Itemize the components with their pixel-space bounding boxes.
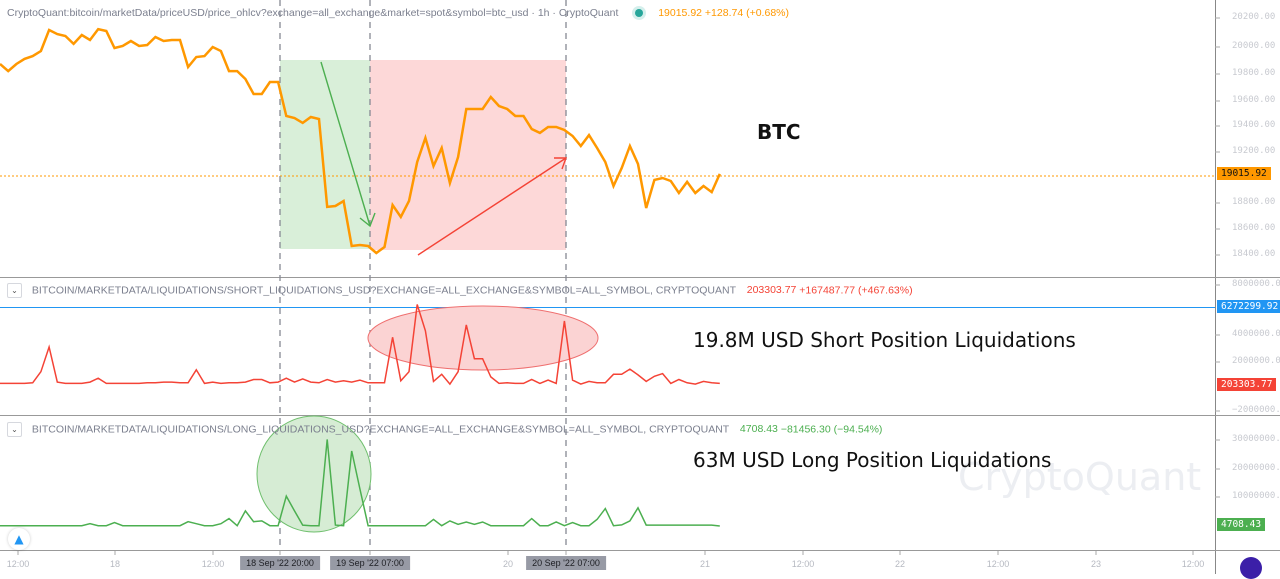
y-tick-label: 18800.00 [1232,197,1275,207]
main-change-pct: (+0.68%) [746,7,789,19]
long-last-tag: 4708.43 [1217,518,1265,531]
y-tick-label: −2000000.00 [1232,405,1280,415]
btc-label: BTC [757,120,801,144]
price-last-tag: 19015.92 [1217,167,1271,180]
crosshair-value-tag: 6272299.92 [1217,300,1280,313]
short-legend: ⌄ BITCOIN/MARKETDATA/LIQUIDATIONS/SHORT_… [7,283,913,298]
short-last-value: 203303.77 [747,284,797,296]
main-legend: CryptoQuant:bitcoin/marketData/priceUSD/… [7,7,789,19]
short-change-pct: (+467.63%) [858,284,913,296]
x-tick-label: 21 [700,559,710,569]
y-tick-label: 2000000.00 [1232,356,1280,366]
collapse-chevron-icon[interactable]: ⌄ [7,422,22,437]
x-tick-label: 20 [503,559,513,569]
y-tick-label: 19600.00 [1232,95,1275,105]
main-series-title: CryptoQuant:bitcoin/marketData/priceUSD/… [7,7,618,19]
long-legend: ⌄ BITCOIN/MARKETDATA/LIQUIDATIONS/LONG_L… [7,422,882,437]
settings-gear-icon[interactable] [1240,557,1262,579]
x-tick-label: 12:00 [792,559,815,569]
short-liquidations-note: 19.8M USD Short Position Liquidations [693,328,1076,352]
y-tick-label: 10000000.00 [1232,491,1280,501]
y-tick-label: 19400.00 [1232,120,1275,130]
time-marker-label: 19 Sep '22 07:00 [330,556,410,570]
y-tick-label: 30000000.00 [1232,434,1280,444]
main-change: +128.74 [705,7,743,19]
short-series-title: BITCOIN/MARKETDATA/LIQUIDATIONS/SHORT_LI… [32,284,736,296]
main-last-value: 19015.92 [658,7,702,19]
short-change: +167487.77 [799,284,855,296]
y-tick-label: 20200.00 [1232,12,1275,22]
green-zone [280,60,370,249]
long-last-value: 4708.43 [740,423,778,435]
live-status-dot [635,9,643,17]
y-tick-label: 19800.00 [1232,68,1275,78]
time-marker-label: 20 Sep '22 07:00 [526,556,606,570]
short-last-tag: 203303.77 [1217,378,1276,391]
time-marker-label: 18 Sep '22 20:00 [240,556,320,570]
long-change-pct: (−94.54%) [834,423,883,435]
x-tick-label: 12:00 [7,559,30,569]
y-tick-label: 19200.00 [1232,146,1275,156]
y-tick-label: 8000000.00 [1232,279,1280,289]
x-tick-label: 23 [1091,559,1101,569]
x-tick-label: 12:00 [1182,559,1205,569]
y-tick-label: 18400.00 [1232,249,1275,259]
tradingview-logo-icon[interactable]: ▲ [8,528,30,550]
short-liquidations-line [0,305,720,385]
long-series-title: BITCOIN/MARKETDATA/LIQUIDATIONS/LONG_LIQ… [32,423,729,435]
long-change: −81456.30 [781,423,831,435]
y-tick-label: 4000000.00 [1232,329,1280,339]
collapse-chevron-icon[interactable]: ⌄ [7,283,22,298]
y-tick-label: 18600.00 [1232,223,1275,233]
x-tick-label: 12:00 [987,559,1010,569]
x-tick-label: 18 [110,559,120,569]
x-tick-label: 22 [895,559,905,569]
y-tick-label: 20000000.00 [1232,463,1280,473]
long-liquidations-note: 63M USD Long Position Liquidations [693,448,1051,472]
x-tick-label: 12:00 [202,559,225,569]
y-tick-label: 20000.00 [1232,41,1275,51]
